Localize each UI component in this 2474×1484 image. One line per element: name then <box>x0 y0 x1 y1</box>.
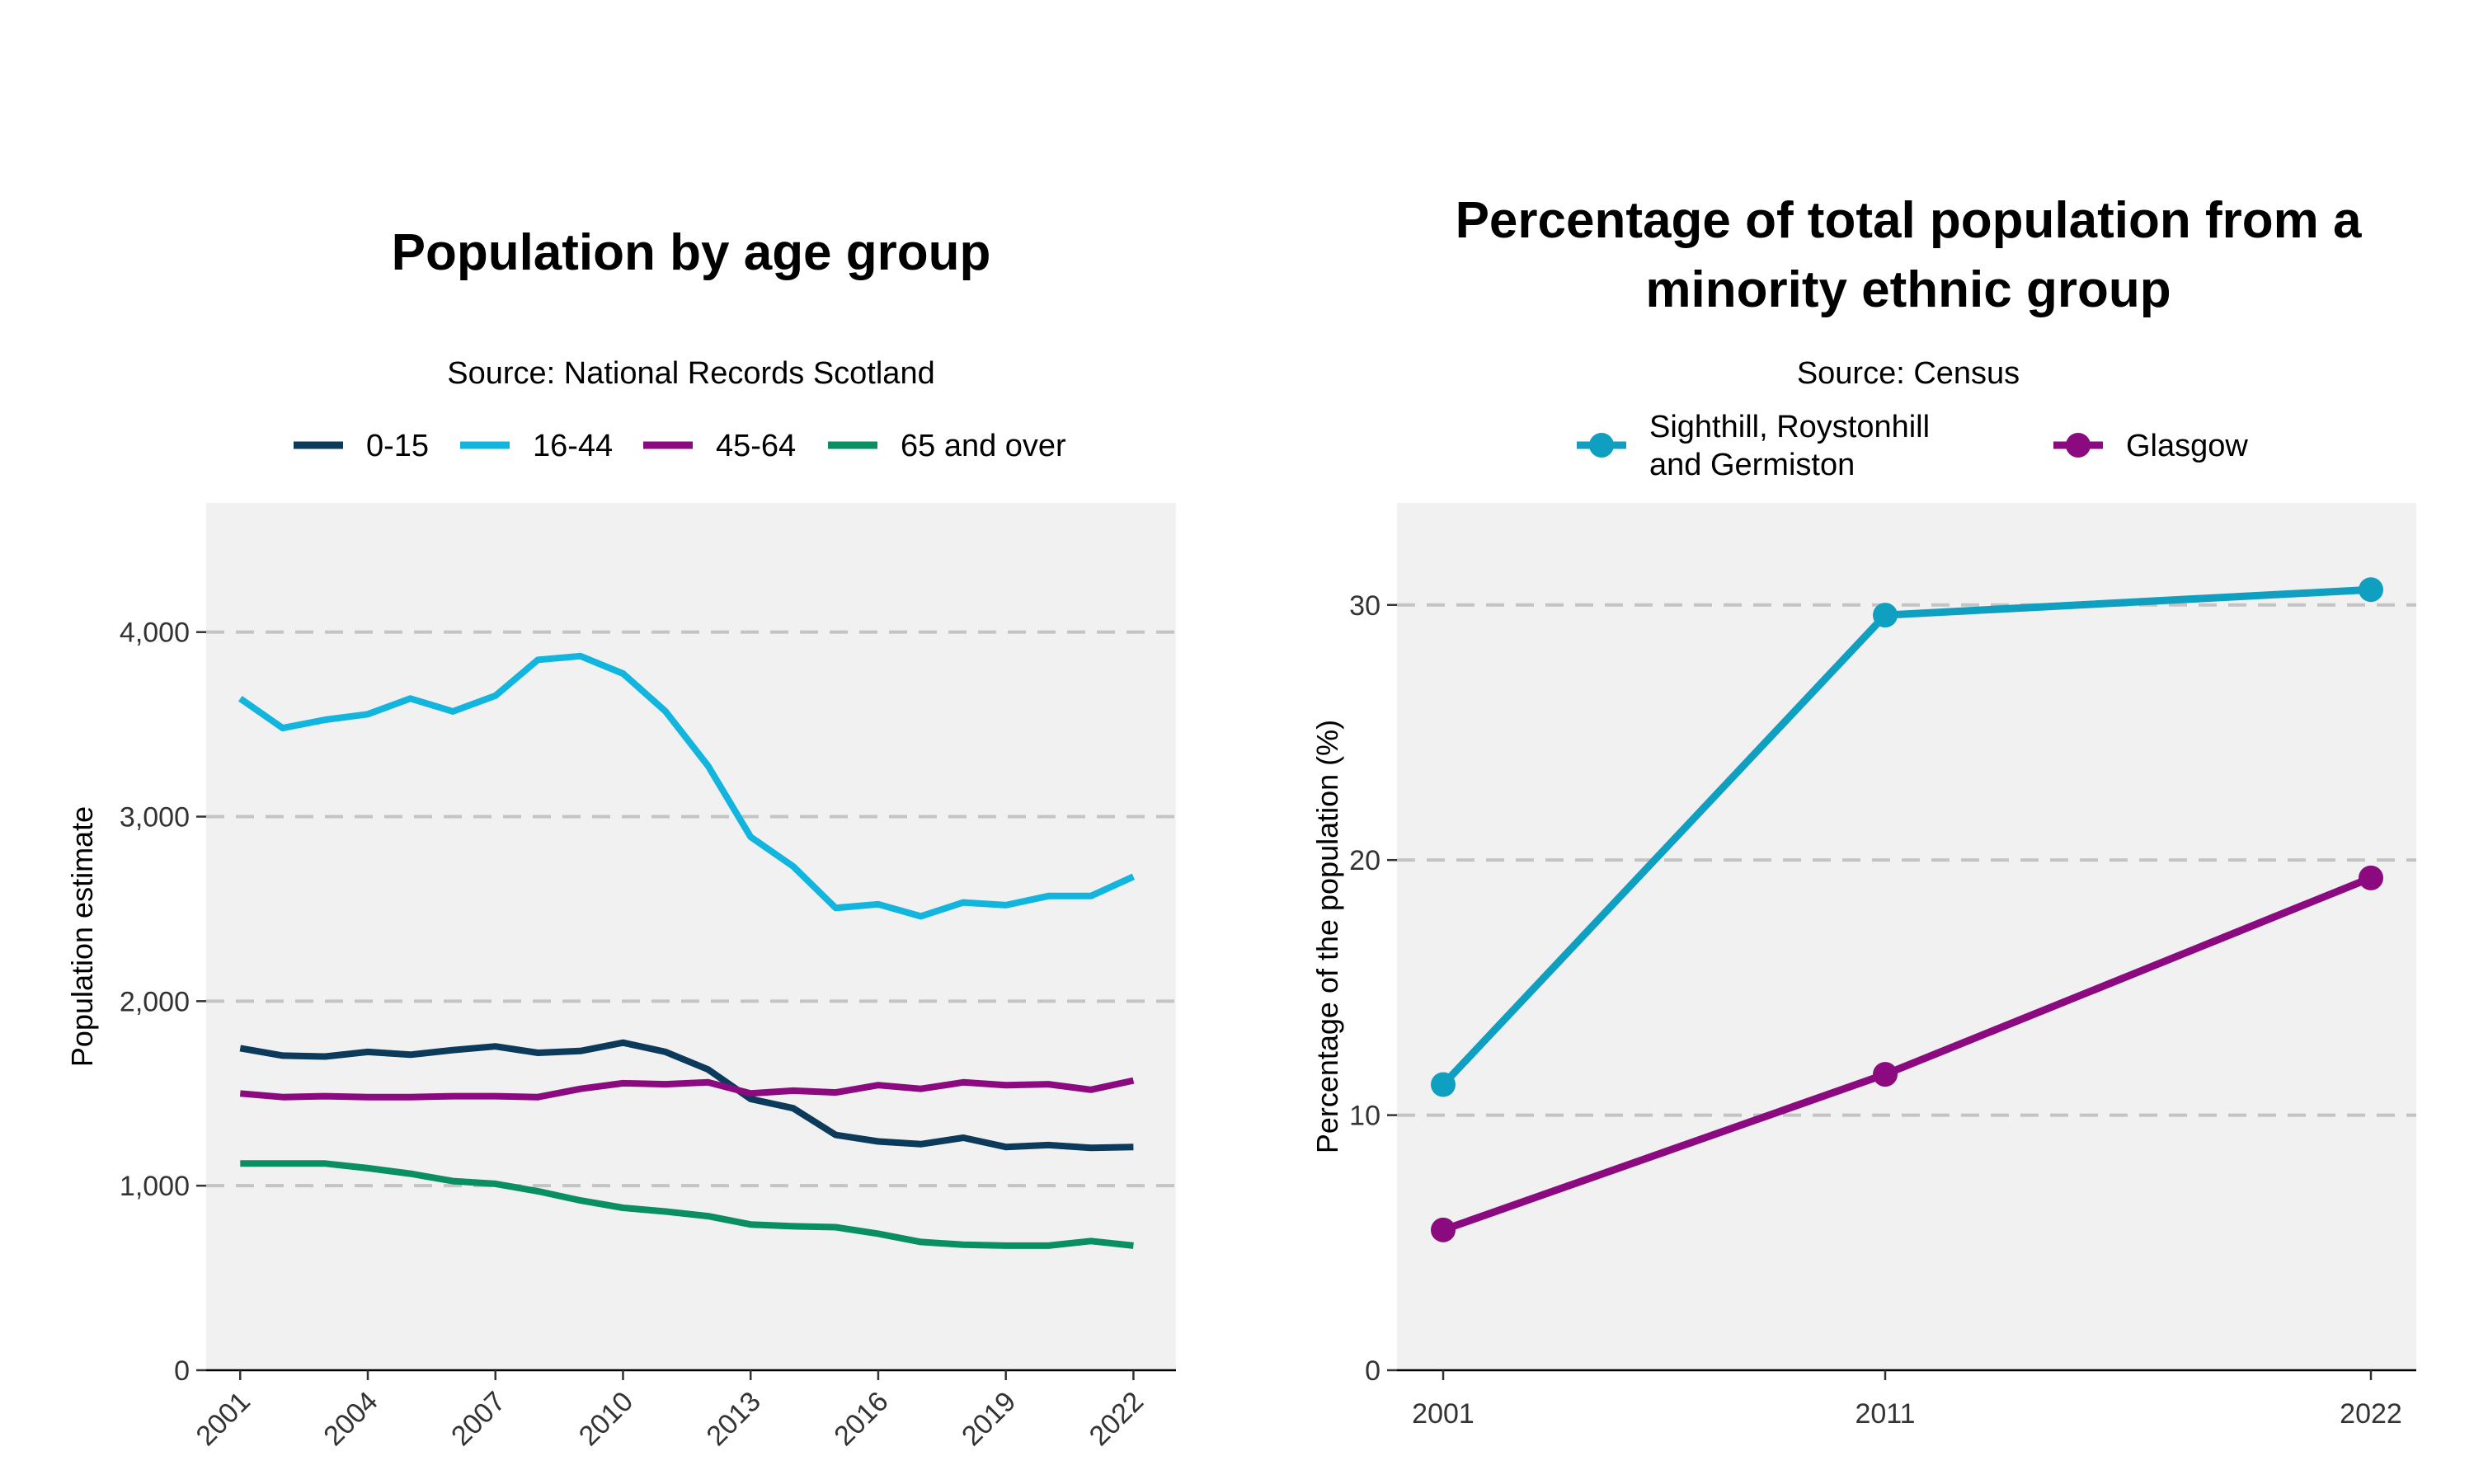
chart-minority-ethnic: Percentage of total population from a mi… <box>1310 192 2416 1430</box>
chart1-series-line-0-15 <box>239 1039 1134 1152</box>
chart1-series-line-65-and-over <box>240 1160 1134 1249</box>
chart2-legend: Sighthill, Roystonhill and Germiston Glasg… <box>1577 410 2248 482</box>
chart2-point-glasgow <box>1431 1217 1456 1242</box>
chart1-title: Population by age group <box>392 224 991 281</box>
chart2-y-tick-label: 20 <box>1349 845 1380 876</box>
chart1-legend-label: 65 and over <box>901 429 1066 463</box>
chart2-subtitle: Source: Census <box>1797 356 2020 391</box>
chart2-legend-item: Glasgow <box>2053 429 2248 463</box>
chart-population-by-age: Population by age group Source: National… <box>65 224 1176 1452</box>
chart1-legend-item: 0-15 <box>294 429 429 463</box>
chart1-y-axis-label: Population estimate <box>65 806 99 1067</box>
chart2-y-axis-label: Percentage of the population (%) <box>1310 720 1344 1153</box>
chart2-x-tick-label: 2022 <box>2340 1398 2402 1430</box>
chart1-series-line-16-44 <box>238 652 1136 920</box>
chart2-plot-panel <box>1397 503 2416 1370</box>
chart1-legend: 0-15 16-44 45-64 65 and over <box>294 429 1066 463</box>
chart1-series <box>238 652 1136 1249</box>
chart2-y-tick-label: 30 <box>1349 590 1380 622</box>
chart2-legend-label-line-1: Sighthill, Roystonhill <box>1649 410 1930 444</box>
chart1-legend-item: 16-44 <box>460 429 613 463</box>
chart2-point-sighthill <box>1431 1072 1456 1097</box>
chart1-series-line-45-64 <box>239 1077 1135 1101</box>
chart2-x-axis: 2001 2011 2022 <box>1412 1370 2402 1430</box>
chart2-x-tick-label: 2011 <box>1855 1398 1915 1430</box>
chart1-gridlines <box>206 630 1176 1188</box>
chart2-legend-swatch-marker <box>1589 433 1614 458</box>
chart2-y-axis: 0 10 20 30 <box>1349 590 1397 1387</box>
chart1-subtitle: Source: National Records Scotland <box>447 356 934 391</box>
chart2-series <box>1431 577 2383 1242</box>
chart1-plot-panel <box>206 503 1176 1370</box>
chart2-point-glasgow <box>1873 1062 1898 1087</box>
chart1-legend-label: 45-64 <box>716 429 796 463</box>
chart2-y-tick-label: 10 <box>1349 1101 1380 1132</box>
chart2-legend-swatch-marker <box>2066 433 2091 458</box>
chart1-legend-item: 45-64 <box>643 429 796 463</box>
chart1-y-tick-label: 0 <box>174 1355 190 1387</box>
chart1-y-tick-label: 1,000 <box>120 1171 190 1202</box>
chart2-point-sighthill <box>2359 577 2383 603</box>
chart2-legend-label-line-2: and Germiston <box>1649 448 1855 482</box>
chart1-legend-label: 0-15 <box>366 429 429 463</box>
chart1-legend-label: 16-44 <box>533 429 613 463</box>
chart1-y-tick-label: 2,000 <box>120 986 190 1017</box>
chart1-legend-item: 65 and over <box>828 429 1066 463</box>
chart2-point-glasgow <box>2359 865 2383 890</box>
chart2-y-tick-label: 0 <box>1365 1355 1380 1387</box>
chart2-x-tick-label: 2001 <box>1412 1398 1475 1430</box>
chart2-gridlines <box>1397 603 2416 1117</box>
chart1-y-axis: 0 1,000 2,000 3,000 4,000 <box>120 618 206 1387</box>
chart2-legend-label: Glasgow <box>2126 429 2248 463</box>
chart2-point-sighthill <box>1873 603 1898 628</box>
chart2-legend-item: Sighthill, Roystonhill and Germiston <box>1577 410 1930 482</box>
chart2-title-line-2: minority ethnic group <box>1645 261 2171 318</box>
chart2-title-line-1: Percentage of total population from a <box>1456 192 2362 249</box>
chart1-y-tick-label: 4,000 <box>120 618 190 649</box>
chart1-y-tick-label: 3,000 <box>120 802 190 834</box>
